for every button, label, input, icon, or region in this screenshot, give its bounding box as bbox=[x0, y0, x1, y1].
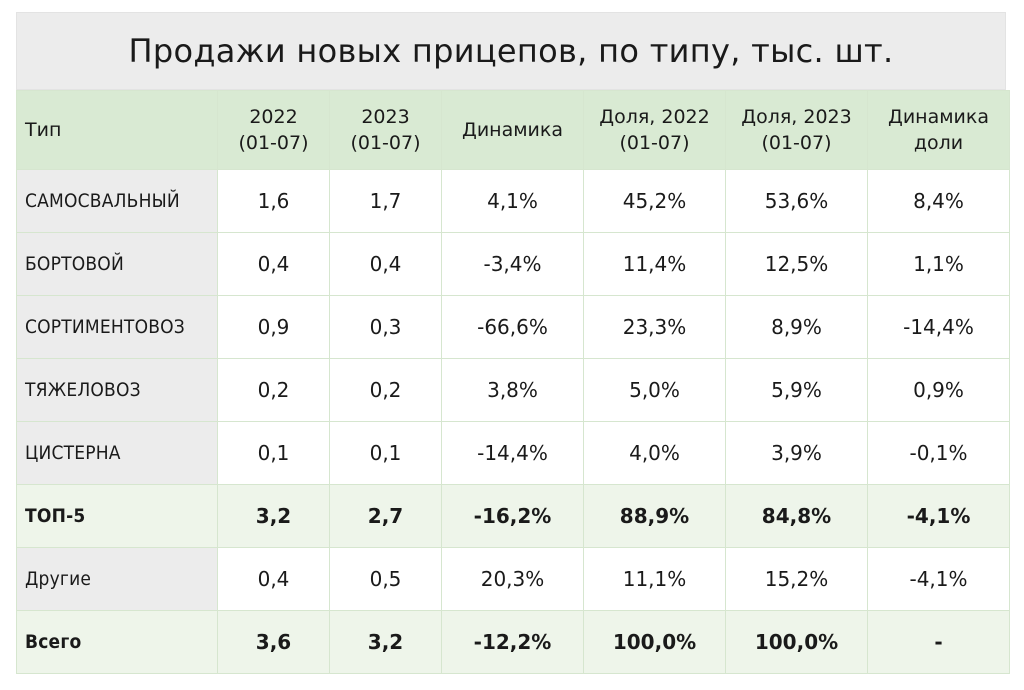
type-cell: ТЯЖЕЛОВОЗ bbox=[16, 358, 218, 422]
share-2023-cell: 5,9% bbox=[725, 358, 868, 422]
header-2022-line1: 2022 bbox=[249, 106, 298, 128]
value-2022-cell: 3,2 bbox=[217, 484, 330, 548]
table-row: СОРТИМЕНТОВОЗ 0,9 0,3 -66,6% 23,3% 8,9% -14,4% bbox=[16, 295, 1010, 359]
dynamics-cell: -12,2% bbox=[441, 610, 584, 674]
share-dynamics-cell: -4,1% bbox=[867, 547, 1010, 611]
share-2023-cell: 15,2% bbox=[725, 547, 868, 611]
share-dynamics-cell: 0,9% bbox=[867, 358, 1010, 422]
table-row: ТЯЖЕЛОВОЗ 0,2 0,2 3,8% 5,0% 5,9% 0,9% bbox=[16, 358, 1010, 422]
sales-table-figure: Продажи новых прицепов, по типу, тыс. шт… bbox=[16, 12, 1010, 674]
value-2023-cell: 0,5 bbox=[329, 547, 442, 611]
share-dynamics-cell: 1,1% bbox=[867, 232, 1010, 296]
type-cell: СОРТИМЕНТОВОЗ bbox=[16, 295, 218, 359]
share-2023-cell: 53,6% bbox=[725, 169, 868, 233]
share-2022-cell: 45,2% bbox=[583, 169, 726, 233]
header-type-line1: Тип bbox=[25, 119, 62, 141]
header-dynamics-line1: Динамика bbox=[461, 119, 564, 141]
share-dynamics-cell: 8,4% bbox=[867, 169, 1010, 233]
value-2022-cell: 1,6 bbox=[217, 169, 330, 233]
share-2022-cell: 11,4% bbox=[583, 232, 726, 296]
share-2022-cell: 88,9% bbox=[583, 484, 726, 548]
header-2023-line1: 2023 bbox=[361, 106, 410, 128]
header-row: Тип 2022 (01-07) 2023 (01-07) Динамика Д… bbox=[16, 90, 1010, 170]
dynamics-cell: 4,1% bbox=[441, 169, 584, 233]
header-share-dynamics-line1: Динамика bbox=[887, 106, 990, 128]
dynamics-cell: 3,8% bbox=[441, 358, 584, 422]
type-cell: ТОП-5 bbox=[16, 484, 218, 548]
header-2022: 2022 (01-07) bbox=[217, 90, 330, 170]
table-row: ЦИСТЕРНА 0,1 0,1 -14,4% 4,0% 3,9% -0,1% bbox=[16, 421, 1010, 485]
type-cell: Другие bbox=[16, 547, 218, 611]
table-row: Всего 3,6 3,2 -12,2% 100,0% 100,0% - bbox=[16, 610, 1010, 674]
header-2023: 2023 (01-07) bbox=[329, 90, 442, 170]
value-2023-cell: 2,7 bbox=[329, 484, 442, 548]
value-2022-cell: 0,4 bbox=[217, 547, 330, 611]
header-dynamics: Динамика bbox=[441, 90, 584, 170]
header-share-dynamics: Динамика доли bbox=[867, 90, 1010, 170]
share-2023-cell: 84,8% bbox=[725, 484, 868, 548]
header-share-2022: Доля, 2022 (01-07) bbox=[583, 90, 726, 170]
value-2023-cell: 3,2 bbox=[329, 610, 442, 674]
type-cell: Всего bbox=[16, 610, 218, 674]
value-2023-cell: 0,2 bbox=[329, 358, 442, 422]
value-2023-cell: 1,7 bbox=[329, 169, 442, 233]
type-cell: ЦИСТЕРНА bbox=[16, 421, 218, 485]
share-2023-cell: 100,0% bbox=[725, 610, 868, 674]
share-2022-cell: 23,3% bbox=[583, 295, 726, 359]
dynamics-cell: -14,4% bbox=[441, 421, 584, 485]
share-2023-cell: 8,9% bbox=[725, 295, 868, 359]
header-share-2023: Доля, 2023 (01-07) bbox=[725, 90, 868, 170]
dynamics-cell: -16,2% bbox=[441, 484, 584, 548]
dynamics-cell: -66,6% bbox=[441, 295, 584, 359]
share-2022-cell: 4,0% bbox=[583, 421, 726, 485]
value-2022-cell: 3,6 bbox=[217, 610, 330, 674]
share-dynamics-cell: -4,1% bbox=[867, 484, 1010, 548]
dynamics-cell: 20,3% bbox=[441, 547, 584, 611]
type-cell: БОРТОВОЙ bbox=[16, 232, 218, 296]
table-body: САМОСВАЛЬНЫЙ 1,6 1,7 4,1% 45,2% 53,6% 8,4% БОРТ… bbox=[16, 169, 1010, 674]
table-title: Продажи новых прицепов, по типу, тыс. шт… bbox=[16, 12, 1006, 90]
value-2023-cell: 0,3 bbox=[329, 295, 442, 359]
share-dynamics-cell: -14,4% bbox=[867, 295, 1010, 359]
header-share-2023-line1: Доля, 2023 bbox=[741, 106, 852, 128]
value-2023-cell: 0,1 bbox=[329, 421, 442, 485]
sales-table: Тип 2022 (01-07) 2023 (01-07) Динамика Д… bbox=[16, 90, 1010, 674]
share-2022-cell: 100,0% bbox=[583, 610, 726, 674]
header-2022-line2: (01-07) bbox=[238, 132, 309, 154]
value-2022-cell: 0,9 bbox=[217, 295, 330, 359]
value-2022-cell: 0,2 bbox=[217, 358, 330, 422]
table-row: САМОСВАЛЬНЫЙ 1,6 1,7 4,1% 45,2% 53,6% 8,4% bbox=[16, 169, 1010, 233]
header-share-2022-line2: (01-07) bbox=[619, 132, 690, 154]
value-2023-cell: 0,4 bbox=[329, 232, 442, 296]
share-2022-cell: 5,0% bbox=[583, 358, 726, 422]
share-dynamics-cell: -0,1% bbox=[867, 421, 1010, 485]
value-2022-cell: 0,1 bbox=[217, 421, 330, 485]
header-share-2022-line1: Доля, 2022 bbox=[599, 106, 710, 128]
share-2023-cell: 12,5% bbox=[725, 232, 868, 296]
table-row: БОРТОВОЙ 0,4 0,4 -3,4% 11,4% 12,5% 1,1% bbox=[16, 232, 1010, 296]
share-2022-cell: 11,1% bbox=[583, 547, 726, 611]
header-type: Тип bbox=[16, 90, 218, 170]
header-share-2023-line2: (01-07) bbox=[761, 132, 832, 154]
share-2023-cell: 3,9% bbox=[725, 421, 868, 485]
table-row: ТОП-5 3,2 2,7 -16,2% 88,9% 84,8% -4,1% bbox=[16, 484, 1010, 548]
share-dynamics-cell: - bbox=[867, 610, 1010, 674]
value-2022-cell: 0,4 bbox=[217, 232, 330, 296]
table-row: Другие 0,4 0,5 20,3% 11,1% 15,2% -4,1% bbox=[16, 547, 1010, 611]
header-2023-line2: (01-07) bbox=[350, 132, 421, 154]
dynamics-cell: -3,4% bbox=[441, 232, 584, 296]
header-share-dynamics-line2: доли bbox=[913, 132, 964, 154]
type-cell: САМОСВАЛЬНЫЙ bbox=[16, 169, 218, 233]
